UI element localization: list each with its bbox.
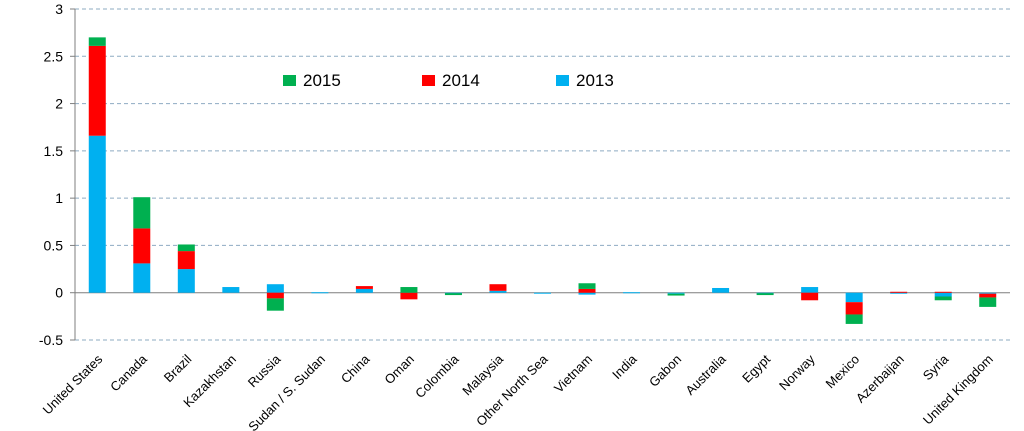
- x-tick-label: Russia: [245, 351, 284, 390]
- x-tick-label: Australia: [682, 351, 729, 398]
- bar-2013-kazakhstan: [222, 287, 240, 293]
- bar-2013-malaysia: [489, 290, 507, 293]
- legend: 2015 2014 2013: [283, 71, 614, 90]
- bar-2014-united-kingdom: [979, 293, 997, 298]
- bar-2013-india: [623, 292, 641, 294]
- bar-2014-china: [355, 286, 373, 289]
- bar-2014-norway: [801, 292, 819, 301]
- x-tick-label: Colombia: [412, 351, 462, 401]
- legend-swatch-2014: [422, 75, 435, 86]
- legend-label-2014: 2014: [442, 71, 480, 90]
- bar-2014-malaysia: [489, 284, 507, 291]
- bar-2013-azerbaijan: [890, 292, 908, 294]
- bar-2014-azerbaijan: [890, 291, 908, 293]
- bar-2013-china: [355, 288, 373, 293]
- gridlines: [75, 8, 1010, 341]
- x-tick-label: Azerbaijan: [853, 352, 907, 406]
- x-tick-label: Brazil: [161, 351, 195, 385]
- bar-2015-colombia: [444, 293, 462, 296]
- bar-2015-united-kingdom: [979, 297, 997, 307]
- bar-2015-egypt: [756, 293, 774, 296]
- y-tick-label: 3: [55, 1, 63, 17]
- x-tick-label: Vietnam: [551, 352, 595, 396]
- x-tick-label: Oman: [381, 352, 417, 388]
- x-tick-label: Egypt: [739, 351, 773, 385]
- x-tick-label: India: [609, 351, 640, 382]
- x-tick-label: China: [338, 351, 373, 386]
- y-tick-label: 2.5: [44, 48, 64, 64]
- bar-2015-vietnam: [578, 283, 596, 289]
- bar-2015-oman: [400, 287, 418, 293]
- y-tick-label: -0.5: [39, 332, 63, 348]
- x-tick-label: Canada: [107, 351, 150, 394]
- legend-swatch-2015: [283, 75, 296, 86]
- bar-2013-brazil: [177, 269, 195, 293]
- bar-2015-syria: [934, 296, 952, 301]
- bar-2013-gabon: [667, 292, 685, 294]
- bars: [88, 37, 997, 324]
- bar-2013-sudan-s-sudan: [311, 292, 329, 294]
- bar-2015-brazil: [177, 244, 195, 252]
- bar-2014-oman: [400, 292, 418, 300]
- bar-2015-canada: [133, 197, 151, 229]
- y-tick-label: 1.5: [44, 143, 64, 159]
- y-tick-label: 1: [55, 190, 63, 206]
- bar-2015-mexico: [845, 314, 863, 324]
- bar-2013-canada: [133, 263, 151, 293]
- bar-2013-mexico: [845, 292, 863, 303]
- x-tick-label: Sudan / S. Sudan: [245, 352, 328, 431]
- legend-swatch-2013: [556, 75, 569, 86]
- x-tick-label: Mexico: [823, 352, 863, 392]
- bar-2015-gabon: [667, 293, 685, 296]
- legend-label-2013: 2013: [576, 71, 614, 90]
- x-tick-label: Norway: [776, 351, 818, 393]
- bar-2014-vietnam: [578, 288, 596, 293]
- bar-2014-syria: [934, 291, 952, 293]
- bar-2014-mexico: [845, 302, 863, 315]
- bar-2013-australia: [712, 287, 730, 293]
- axes: [70, 8, 1010, 341]
- bar-2014-canada: [133, 228, 151, 264]
- y-tick-label: 0.5: [44, 237, 64, 253]
- bar-2014-brazil: [177, 251, 195, 270]
- bar-2013-russia: [266, 284, 284, 293]
- bar-2014-united-states: [88, 45, 106, 136]
- x-tick-label: Syria: [920, 351, 952, 383]
- bar-2015-united-states: [88, 37, 106, 46]
- bar-2015-russia: [266, 298, 284, 311]
- x-tick-label: Gabon: [646, 352, 684, 390]
- bar-2013-norway: [801, 287, 819, 293]
- x-tick-label: United States: [40, 351, 106, 417]
- y-tick-label: 2: [55, 96, 63, 112]
- y-tick-label: 0: [55, 285, 63, 301]
- bar-2014-russia: [266, 292, 284, 299]
- legend-label-2015: 2015: [303, 71, 341, 90]
- bar-2013-syria: [934, 292, 952, 297]
- y-tick-labels: 3 2.5 2 1.5 1 0.5 0 -0.5: [39, 1, 63, 348]
- bar-2013-vietnam: [578, 292, 596, 295]
- bar-2013-united-states: [88, 135, 106, 293]
- bar-2013-other-north-sea: [534, 292, 551, 294]
- bar-2013-united-kingdom: [979, 292, 997, 294]
